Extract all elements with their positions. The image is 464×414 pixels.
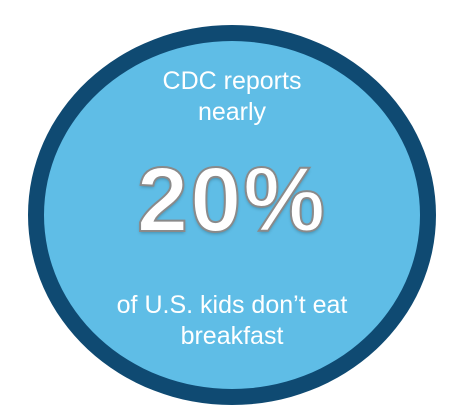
headline-text: CDC reports nearly bbox=[0, 66, 464, 128]
stat-value: 20% bbox=[136, 149, 328, 251]
footer-line-2: breakfast bbox=[180, 322, 284, 350]
footer-line-1: of U.S. kids don’t eat bbox=[116, 291, 348, 319]
headline-line-2: nearly bbox=[197, 98, 267, 126]
headline-line-1: CDC reports bbox=[162, 67, 302, 95]
footer-text: of U.S. kids don’t eat breakfast bbox=[0, 290, 464, 352]
